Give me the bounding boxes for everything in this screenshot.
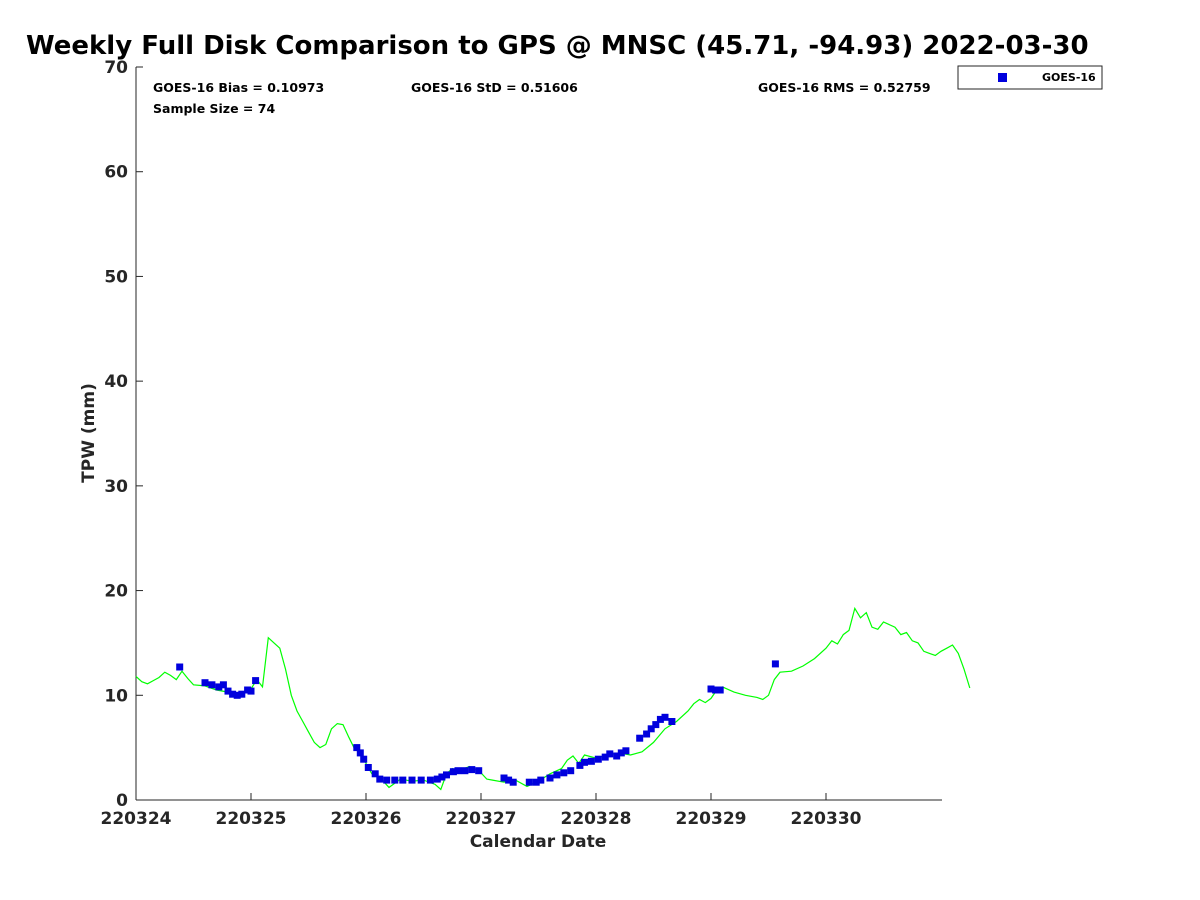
x-tick-label: 220324: [101, 809, 172, 829]
y-tick-label: 10: [104, 686, 128, 706]
goes16-point: [468, 766, 476, 774]
goes16-point: [433, 775, 441, 783]
goes16-point: [399, 776, 407, 784]
goes16-point: [617, 749, 625, 757]
goes16-point: [594, 755, 602, 763]
goes16-point: [417, 776, 425, 784]
goes16-point: [408, 776, 416, 784]
goes16-point: [707, 685, 715, 693]
stat-bias: GOES-16 Bias = 0.10973: [153, 80, 324, 95]
goes16-point: [461, 767, 469, 775]
goes16-point: [712, 686, 720, 694]
legend-label: GOES-16: [1042, 71, 1096, 84]
goes16-point: [238, 690, 246, 698]
goes16-point: [505, 776, 513, 784]
goes16-point: [475, 767, 483, 775]
goes16-point: [443, 771, 450, 779]
y-axis-label: TPW (mm): [79, 383, 99, 483]
goes16-point: [500, 774, 508, 782]
stat-sample-size: Sample Size = 74: [153, 101, 275, 116]
goes16-point: [647, 725, 655, 733]
goes16-point: [233, 691, 241, 699]
x-ticks: 220324 220325 220326 220327 220328 220329 2203…: [101, 793, 862, 829]
y-tick-label: 40: [104, 372, 128, 392]
goes16-point: [587, 757, 595, 765]
goes16-point: [371, 770, 379, 778]
gps-series-line: [135, 606, 971, 791]
y-tick-label: 30: [104, 477, 128, 497]
x-tick-label: 220325: [216, 809, 287, 829]
goes16-point: [771, 660, 779, 668]
goes16-point: [668, 718, 676, 725]
x-tick-label: 220329: [676, 809, 747, 829]
goes16-point: [576, 761, 584, 769]
goes16-point: [224, 687, 232, 695]
goes16-point: [208, 681, 216, 689]
y-tick-label: 0: [116, 791, 128, 811]
x-tick-label: 220328: [561, 809, 632, 829]
goes16-point: [560, 769, 568, 777]
y-ticks: 0 10 20 30 40 50 60 70: [104, 58, 143, 811]
goes16-point: [581, 758, 588, 766]
goes16-point: [454, 767, 462, 775]
goes16-point: [353, 744, 361, 752]
goes16-point: [537, 776, 545, 784]
goes16-point: [176, 663, 184, 671]
stat-std: GOES-16 StD = 0.51606: [411, 80, 578, 95]
legend-marker: [998, 73, 1007, 82]
goes16-point: [636, 734, 644, 742]
goes16-point: [438, 773, 446, 781]
goes16-point: [376, 775, 384, 783]
goes16-point: [532, 778, 540, 786]
y-tick-label: 70: [104, 58, 128, 78]
goes16-point: [252, 677, 260, 685]
stat-rms: GOES-16 RMS = 0.52759: [758, 80, 931, 95]
goes16-point: [201, 679, 209, 687]
goes16-point: [606, 750, 614, 758]
goes16-point: [391, 776, 399, 784]
goes16-point: [364, 764, 372, 771]
goes16-point: [219, 681, 227, 689]
goes16-point: [661, 713, 669, 721]
goes16-point: [383, 776, 391, 784]
y-tick-label: 20: [104, 582, 128, 602]
goes16-point: [426, 776, 434, 784]
plot-area: 0 10 20 30 40 50 60 70 220324 220325 220326 220327…: [101, 58, 971, 829]
goes16-point: [229, 690, 237, 698]
x-tick-label: 220327: [446, 809, 517, 829]
y-tick-label: 50: [104, 267, 128, 287]
goes16-point: [567, 767, 575, 775]
goes16-series-markers: [176, 660, 779, 786]
goes16-point: [215, 683, 223, 691]
goes16-point: [601, 753, 609, 761]
goes16-point: [656, 715, 664, 723]
goes16-point: [553, 771, 561, 779]
legend: GOES-16: [957, 65, 1103, 90]
goes16-point: [360, 755, 368, 763]
legend-box: [957, 65, 1103, 90]
goes16-point: [613, 752, 621, 760]
goes16-point: [622, 747, 630, 755]
goes16-point: [509, 778, 517, 786]
goes16-point: [716, 686, 724, 694]
goes16-point: [356, 749, 364, 757]
goes16-point: [449, 768, 457, 776]
chart-title: Weekly Full Disk Comparison to GPS @ MNS…: [26, 31, 1089, 61]
x-tick-label: 220326: [331, 809, 402, 829]
x-tick-label: 220330: [791, 809, 862, 829]
x-axis-label: Calendar Date: [470, 832, 607, 852]
goes16-point: [525, 778, 533, 786]
goes16-point: [247, 687, 255, 695]
goes16-point: [643, 730, 651, 738]
y-tick-label: 60: [104, 163, 128, 183]
goes16-point: [652, 721, 660, 729]
goes16-point: [546, 774, 554, 782]
